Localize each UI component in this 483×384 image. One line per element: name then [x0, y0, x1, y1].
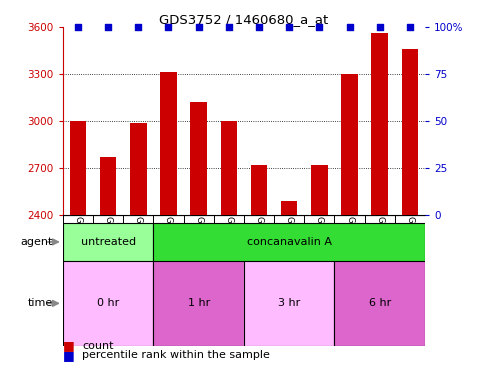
Bar: [160, 72, 177, 215]
Text: time: time: [28, 298, 53, 308]
Text: untreated: untreated: [81, 237, 136, 247]
Bar: [341, 74, 358, 215]
Bar: [154, 223, 425, 261]
Point: [134, 24, 142, 30]
Point: [104, 24, 112, 30]
Text: 6 hr: 6 hr: [369, 298, 391, 308]
Bar: [63, 261, 154, 346]
Point: [315, 24, 323, 30]
Text: 3 hr: 3 hr: [278, 298, 300, 308]
Text: 0 hr: 0 hr: [97, 298, 119, 308]
Point: [74, 24, 82, 30]
Bar: [130, 122, 146, 215]
Bar: [221, 121, 237, 215]
Bar: [311, 165, 327, 215]
Point: [376, 24, 384, 30]
Bar: [251, 165, 267, 215]
Point: [165, 24, 172, 30]
Text: GSM429428: GSM429428: [103, 216, 113, 266]
Point: [225, 24, 233, 30]
Text: ■: ■: [63, 339, 74, 352]
Title: GDS3752 / 1460680_a_at: GDS3752 / 1460680_a_at: [159, 13, 328, 26]
Bar: [154, 261, 244, 346]
Text: GSM429862: GSM429862: [315, 216, 324, 266]
Text: GSM429863: GSM429863: [375, 216, 384, 266]
Point: [285, 24, 293, 30]
Text: GSM429864: GSM429864: [405, 216, 414, 266]
Text: GSM429859: GSM429859: [255, 216, 264, 266]
Bar: [334, 261, 425, 346]
Bar: [371, 33, 388, 215]
Text: GSM429856: GSM429856: [164, 216, 173, 266]
Text: GSM429858: GSM429858: [224, 216, 233, 266]
Text: ■: ■: [63, 349, 74, 362]
Bar: [100, 157, 116, 215]
Text: GSM429857: GSM429857: [194, 216, 203, 266]
Bar: [70, 121, 86, 215]
Bar: [63, 223, 154, 261]
Bar: [244, 261, 334, 346]
Text: GSM429426: GSM429426: [73, 216, 83, 266]
Point: [346, 24, 354, 30]
Text: GSM429430: GSM429430: [134, 216, 143, 266]
Bar: [402, 49, 418, 215]
Text: 1 hr: 1 hr: [187, 298, 210, 308]
Point: [406, 24, 414, 30]
Point: [195, 24, 202, 30]
Text: GSM429861: GSM429861: [345, 216, 354, 266]
Text: agent: agent: [21, 237, 53, 247]
Text: count: count: [82, 341, 114, 351]
Bar: [190, 102, 207, 215]
Point: [255, 24, 263, 30]
Text: GSM429860: GSM429860: [284, 216, 294, 266]
Text: percentile rank within the sample: percentile rank within the sample: [82, 350, 270, 360]
Bar: [281, 201, 298, 215]
Text: concanavalin A: concanavalin A: [247, 237, 332, 247]
